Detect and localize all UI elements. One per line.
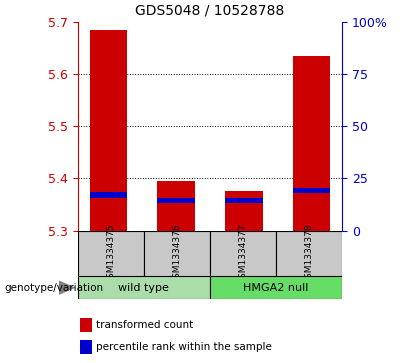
Polygon shape xyxy=(59,280,76,295)
Text: HMGA2 null: HMGA2 null xyxy=(244,283,309,293)
Bar xyxy=(158,198,195,203)
Bar xyxy=(225,191,262,231)
Bar xyxy=(90,30,127,231)
Bar xyxy=(80,339,92,354)
FancyBboxPatch shape xyxy=(78,276,210,299)
Text: transformed count: transformed count xyxy=(96,320,194,330)
Bar xyxy=(158,181,195,231)
Text: GSM1334378: GSM1334378 xyxy=(305,223,314,284)
FancyBboxPatch shape xyxy=(276,231,342,276)
Text: GSM1334376: GSM1334376 xyxy=(173,223,181,284)
Bar xyxy=(225,198,262,203)
FancyBboxPatch shape xyxy=(210,276,342,299)
Text: GSM1334377: GSM1334377 xyxy=(239,223,247,284)
FancyBboxPatch shape xyxy=(144,231,210,276)
Bar xyxy=(90,192,127,197)
Text: percentile rank within the sample: percentile rank within the sample xyxy=(96,342,272,352)
Text: genotype/variation: genotype/variation xyxy=(4,283,103,293)
Bar xyxy=(293,56,330,231)
Text: GSM1334375: GSM1334375 xyxy=(106,223,115,284)
Title: GDS5048 / 10528788: GDS5048 / 10528788 xyxy=(135,4,285,18)
FancyBboxPatch shape xyxy=(78,231,144,276)
Bar xyxy=(293,188,330,193)
Text: wild type: wild type xyxy=(118,283,169,293)
FancyBboxPatch shape xyxy=(210,231,276,276)
Bar xyxy=(80,318,92,332)
